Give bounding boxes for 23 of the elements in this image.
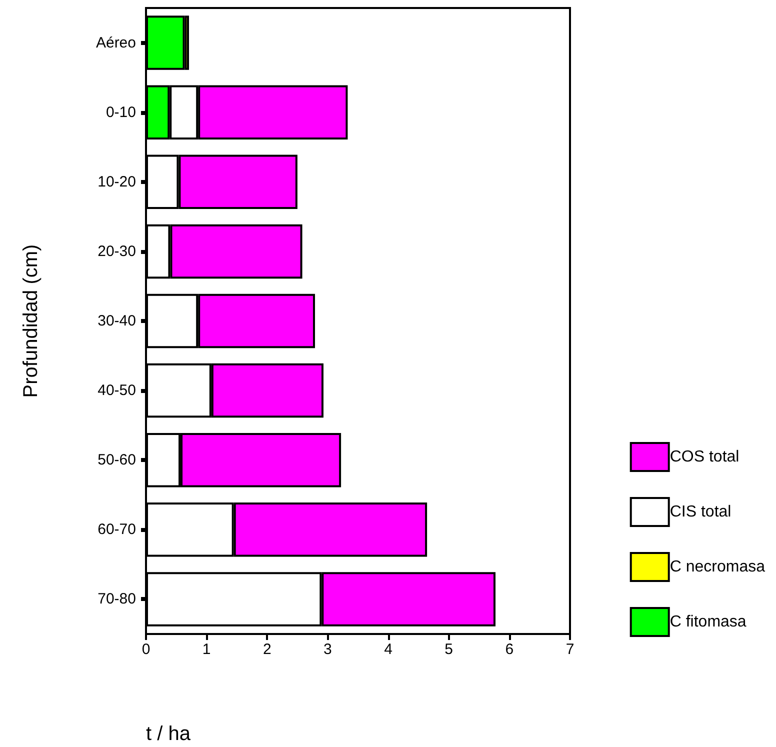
y-tick-label: 10-20 [98, 173, 136, 190]
y-tick-label: 70-80 [98, 590, 136, 608]
x-tick-label: 0 [142, 641, 150, 658]
y-tick-label: 60-70 [98, 521, 136, 538]
x-tick-label: 3 [324, 641, 332, 658]
legend-label: C fitomasa [670, 614, 746, 630]
x-tick-label: 5 [444, 641, 454, 658]
legend-label: C necromasa [670, 558, 766, 576]
x-tick-label: 1 [202, 641, 211, 658]
y-tick-label: 40-50 [98, 382, 136, 400]
y-tick-label: 0-10 [106, 104, 136, 121]
y-tick-label: 50-60 [98, 452, 136, 469]
y-tick-label: 20-30 [98, 242, 136, 260]
y-axis-title: Profundidad (cm) [20, 244, 42, 398]
legend-label: COS total [670, 448, 740, 466]
x-tick-label: 6 [505, 641, 514, 658]
x-tick-label: 4 [384, 641, 392, 658]
y-tick-label: Aéreo [96, 34, 136, 52]
legend-label: CIS total [670, 504, 732, 520]
x-tick-label: 2 [262, 641, 272, 658]
x-axis-title: t / ha [146, 723, 192, 745]
y-tick-label: 30-40 [98, 312, 136, 330]
x-tick-label: 7 [566, 641, 574, 658]
